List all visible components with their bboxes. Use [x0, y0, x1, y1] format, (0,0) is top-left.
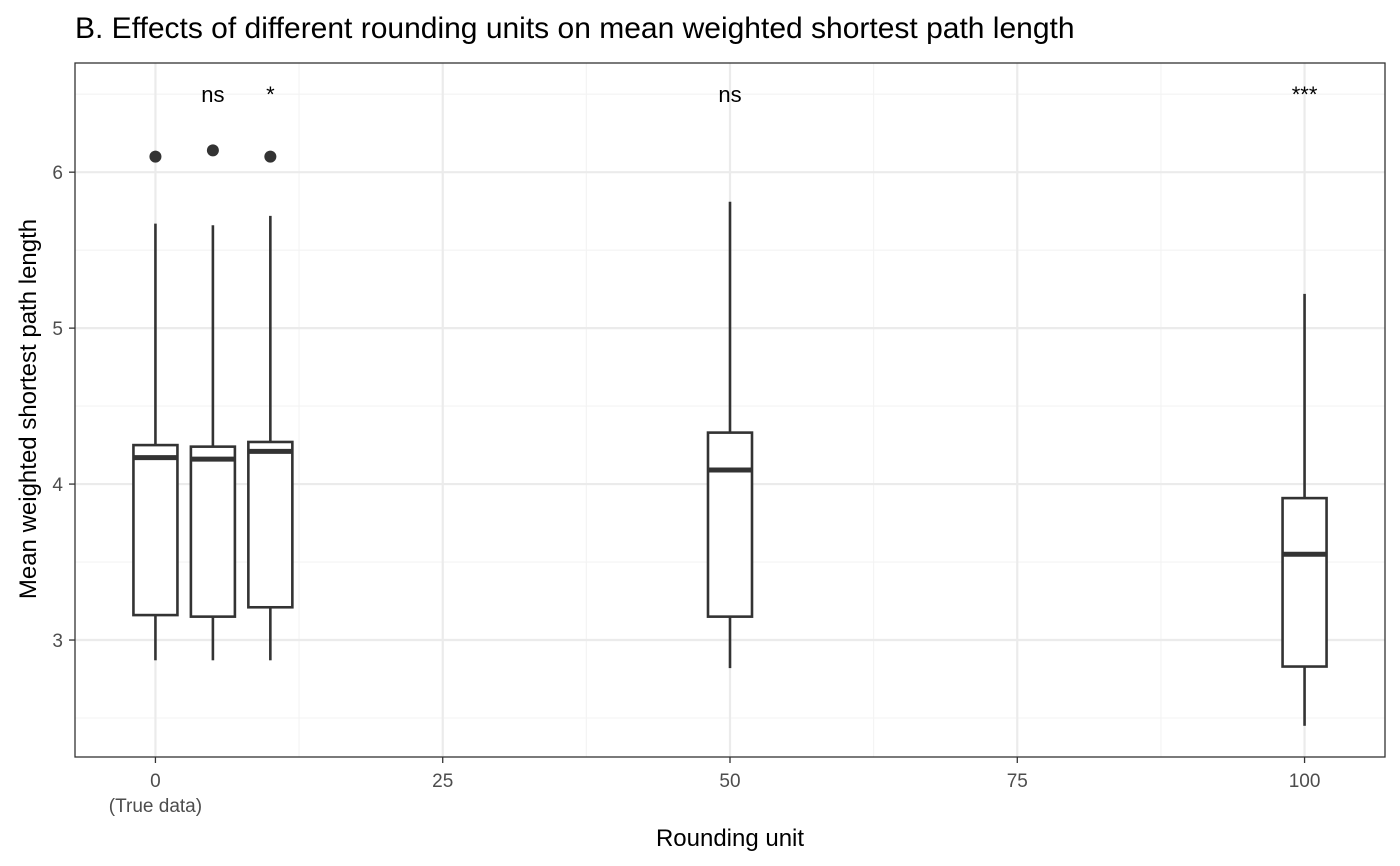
- y-tick-label: 4: [52, 475, 63, 496]
- box-plots: [132, 144, 1328, 726]
- chart-title: B. Effects of different rounding units o…: [75, 12, 1075, 45]
- box-plot: [189, 144, 237, 661]
- x-tick-label: 100: [1289, 771, 1321, 792]
- significance-label: ***: [1292, 82, 1318, 107]
- x-tick-label: 50: [719, 771, 740, 792]
- box-plot: [1281, 293, 1328, 726]
- x-tick-label: 75: [1007, 771, 1028, 792]
- box-iqr: [132, 443, 179, 617]
- box-iqr: [247, 440, 294, 609]
- outlier-point: [264, 150, 277, 163]
- significance-label: *: [266, 82, 275, 107]
- y-tick-label: 5: [52, 319, 63, 340]
- x-axis-title: Rounding unit: [656, 825, 804, 852]
- y-axis-title: Mean weighted shortest path length: [15, 219, 42, 599]
- significance-annotations: ns * ns ***: [201, 82, 1318, 107]
- outlier-point: [206, 144, 219, 157]
- significance-label: ns: [718, 82, 741, 107]
- box-plot: [132, 150, 179, 661]
- box-iqr: [1281, 496, 1328, 668]
- x-axis-ticks: 0 25 50 75 100 (True data): [109, 757, 1321, 817]
- y-axis-ticks: 3 4 5 6: [52, 163, 75, 652]
- box-plot: [247, 150, 294, 661]
- box-iqr: [189, 445, 237, 618]
- significance-label: ns: [201, 82, 224, 107]
- y-tick-label: 6: [52, 163, 63, 184]
- y-tick-label: 3: [52, 631, 63, 652]
- box-plot: [706, 201, 754, 669]
- x-tick-label: 0: [150, 771, 161, 792]
- box-iqr: [706, 431, 754, 618]
- outlier-point: [149, 150, 162, 163]
- x-tick-label: 25: [432, 771, 453, 792]
- x-tick-sublabel: (True data): [109, 796, 202, 817]
